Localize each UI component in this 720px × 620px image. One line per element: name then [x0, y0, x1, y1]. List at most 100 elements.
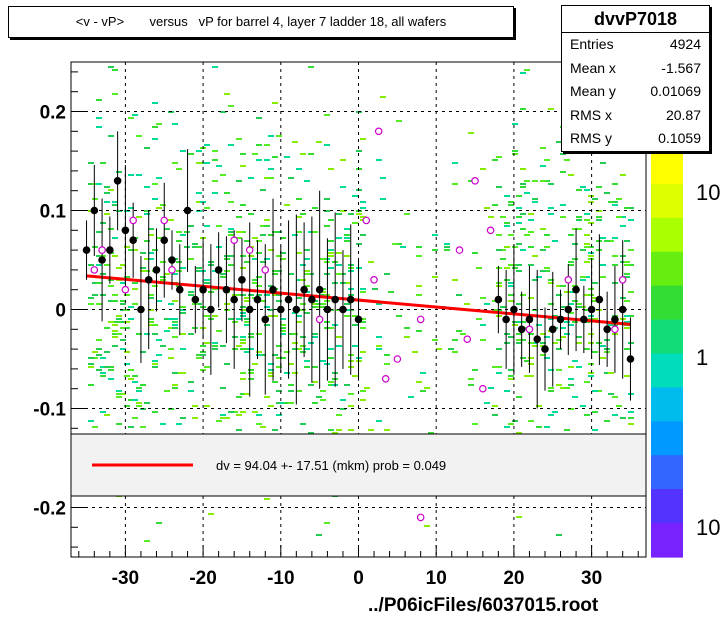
histogram-cell	[108, 228, 114, 230]
histogram-cell	[588, 315, 594, 317]
histogram-cell	[244, 318, 250, 320]
histogram-cell	[496, 234, 502, 236]
histogram-cell	[504, 267, 510, 269]
histogram-cell	[432, 234, 438, 236]
histogram-cell	[468, 180, 474, 182]
histogram-cell	[576, 219, 582, 221]
histogram-cell	[112, 336, 118, 338]
histogram-cell	[128, 117, 134, 119]
histogram-cell	[112, 300, 118, 302]
histogram-cell	[384, 273, 390, 275]
histogram-cell	[556, 348, 562, 350]
histogram-cell	[336, 429, 342, 431]
histogram-cell	[224, 303, 230, 305]
histogram-cell	[140, 267, 146, 269]
histogram-cell	[132, 381, 138, 383]
histogram-cell	[576, 342, 582, 344]
histogram-cell	[156, 237, 162, 239]
histogram-cell	[528, 264, 534, 266]
histogram-cell	[320, 291, 326, 293]
open-point	[416, 315, 425, 324]
histogram-cell	[508, 204, 514, 206]
histogram-cell	[300, 213, 306, 215]
histogram-cell	[252, 279, 258, 281]
histogram-cell	[544, 270, 550, 272]
histogram-cell	[492, 204, 498, 206]
histogram-cell	[328, 429, 334, 431]
histogram-cell	[592, 411, 598, 413]
histogram-cell	[568, 384, 574, 386]
x-tick-label: -20	[189, 568, 216, 589]
histogram-cell	[240, 393, 246, 395]
histogram-cell	[100, 222, 106, 224]
histogram-cell	[212, 180, 218, 182]
histogram-cell	[96, 354, 102, 356]
histogram-cell	[256, 333, 262, 335]
histogram-cell	[108, 366, 114, 368]
histogram-cell	[228, 144, 234, 146]
histogram-cell	[484, 303, 490, 305]
histogram-cell	[300, 264, 306, 266]
histogram-cell	[320, 303, 326, 305]
profile-point	[160, 236, 169, 244]
histogram-cell	[272, 273, 278, 275]
open-point	[230, 236, 238, 245]
histogram-cell	[216, 225, 222, 227]
histogram-cell	[560, 153, 566, 155]
histogram-cell	[580, 276, 586, 278]
histogram-cell	[288, 402, 294, 404]
histogram-cell	[584, 321, 590, 323]
histogram-cell	[272, 315, 278, 317]
histogram-cell	[344, 384, 350, 386]
histogram-cell	[112, 294, 118, 296]
histogram-cell	[204, 282, 210, 284]
histogram-cell	[512, 420, 518, 422]
histogram-cell	[164, 228, 170, 230]
histogram-cell	[124, 294, 130, 296]
histogram-cell	[604, 420, 610, 422]
profile-point	[626, 355, 635, 363]
histogram-cell	[268, 249, 274, 251]
open-point	[618, 275, 627, 284]
histogram-cell	[144, 240, 150, 242]
histogram-cell	[344, 315, 350, 317]
histogram-cell	[256, 285, 262, 287]
histogram-cell	[340, 399, 346, 401]
histogram-cell	[212, 288, 218, 290]
histogram-cell	[376, 345, 382, 347]
histogram-cell	[516, 321, 522, 323]
histogram-cell	[460, 333, 466, 335]
y-tick-label: 0	[55, 301, 66, 322]
histogram-cell	[616, 216, 622, 218]
histogram-cell	[528, 342, 534, 344]
histogram-cell	[304, 270, 310, 272]
histogram-cell	[340, 408, 346, 410]
histogram-cell	[540, 165, 546, 167]
histogram-cell	[252, 153, 258, 155]
histogram-cell	[176, 423, 182, 425]
histogram-cell	[572, 243, 578, 245]
histogram-cell	[628, 417, 634, 419]
profile-point	[354, 315, 363, 324]
histogram-cell	[392, 243, 398, 245]
histogram-cell	[292, 333, 298, 335]
profile-point	[517, 325, 526, 334]
histogram-cell	[512, 321, 518, 323]
histogram-cell	[316, 141, 322, 143]
histogram-cell	[88, 162, 94, 164]
histogram-cell	[340, 159, 346, 161]
histogram-cell	[136, 405, 142, 407]
histogram-cell	[204, 315, 210, 317]
histogram-cell	[528, 219, 534, 221]
histogram-cell	[188, 153, 194, 155]
histogram-cell	[316, 534, 322, 536]
histogram-cell	[512, 246, 518, 248]
histogram-cell	[516, 333, 522, 335]
profile-point	[168, 256, 176, 264]
histogram-cell	[548, 213, 554, 215]
histogram-cell	[176, 270, 182, 272]
histogram-cell	[152, 285, 158, 287]
histogram-cell	[280, 333, 286, 335]
histogram-cell	[132, 417, 138, 419]
histogram-cell	[500, 306, 506, 308]
